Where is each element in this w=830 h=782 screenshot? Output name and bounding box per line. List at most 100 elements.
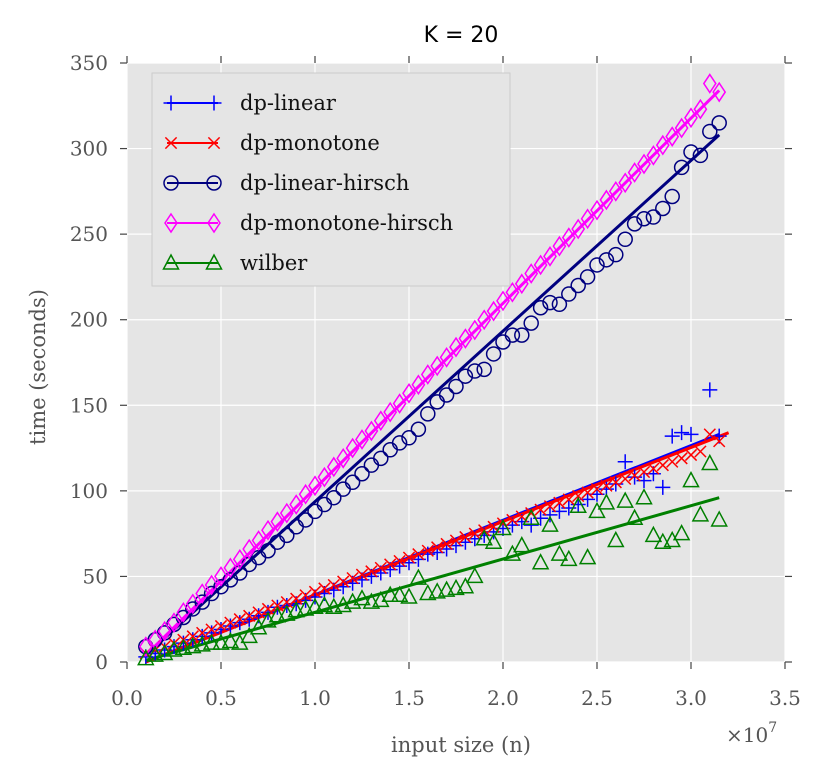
- dp-monotone-point: [337, 575, 350, 588]
- dp-linear-hirsch-point: [561, 286, 577, 302]
- dp-linear-point: [175, 635, 191, 651]
- wilber-point: [578, 548, 597, 565]
- dp-monotone-hirsch-point: [355, 429, 369, 450]
- wilber-point: [419, 583, 437, 601]
- dp-linear-point: [523, 517, 539, 533]
- dp-linear-hirsch-point: [297, 512, 314, 528]
- dp-linear-point: [655, 479, 671, 495]
- legend-label-dp-linear: dp-linear: [240, 91, 337, 115]
- dp-linear-hirsch-point: [279, 527, 295, 544]
- wilber-point: [522, 508, 540, 525]
- wilber-point: [644, 525, 663, 543]
- dp-monotone-point: [205, 623, 218, 636]
- dp-linear-hirsch-point: [448, 378, 464, 395]
- dp-monotone-hirsch-point: [665, 126, 680, 147]
- x-tick-label: 1.5: [393, 686, 425, 710]
- dp-monotone-hirsch-point: [204, 574, 219, 596]
- wilber-point: [569, 496, 587, 514]
- dp-monotone-point: [694, 445, 707, 458]
- dp-monotone-hirsch-point: [336, 447, 351, 469]
- wilber-point: [691, 505, 710, 522]
- wilber-point: [625, 508, 644, 525]
- legend-label-dp-monotone: dp-monotone: [240, 131, 380, 155]
- wilber-point: [221, 631, 240, 649]
- dp-monotone-hirsch-point: [477, 309, 492, 331]
- dp-monotone-point: [581, 486, 594, 499]
- dp-monotone-point: [684, 448, 698, 462]
- dp-monotone-hirsch-point: [148, 629, 163, 651]
- wilber-point: [306, 597, 324, 614]
- dp-monotone-point: [233, 613, 246, 626]
- dp-monotone-hirsch-point: [317, 466, 332, 488]
- dp-linear-hirsch-point: [467, 363, 483, 379]
- dp-monotone-hirsch-point: [157, 620, 172, 642]
- dp-linear-hirsch-point: [326, 489, 342, 506]
- dp-linear-hirsch-point: [420, 406, 436, 422]
- wilber-point: [701, 453, 719, 471]
- dp-linear-hirsch-point: [410, 421, 427, 437]
- dp-monotone-hirsch-point: [402, 382, 416, 404]
- wilber-point: [268, 606, 287, 623]
- wilber-point: [484, 532, 503, 549]
- dp-monotone-point: [374, 561, 387, 575]
- dp-monotone-hirsch-point: [712, 81, 727, 103]
- wilber-point: [588, 501, 606, 519]
- dp-monotone-point: [459, 530, 472, 544]
- wilber-point: [466, 566, 484, 584]
- dp-monotone-hirsch-point: [185, 593, 200, 615]
- x-multiplier-exponent: 7: [768, 720, 777, 736]
- dp-monotone-point: [384, 558, 397, 571]
- dp-monotone-hirsch-point: [242, 538, 257, 560]
- dp-monotone-point: [271, 599, 284, 612]
- dp-linear-hirsch-point: [692, 147, 709, 164]
- dp-monotone-hirsch-point: [373, 410, 388, 432]
- wilber-point: [146, 645, 164, 662]
- dp-monotone-point: [318, 582, 331, 595]
- wilber-point: [654, 532, 672, 549]
- dp-monotone-hirsch-point: [138, 636, 153, 657]
- dp-linear-point: [683, 426, 699, 442]
- wilber-point: [541, 515, 559, 532]
- axis-ticks: 0.0 0.5 1.0 1.5 2.0 2.5 3.0 3.5 0 50 100 150 200 250 3…: [70, 51, 801, 710]
- dp-linear-hirsch-point: [514, 327, 530, 343]
- dp-linear-point: [241, 611, 257, 627]
- wilber-point: [597, 493, 616, 510]
- dp-monotone-hirsch-point: [270, 511, 285, 533]
- wilber-point: [240, 626, 258, 644]
- x-multiplier: ×107: [726, 720, 777, 747]
- dp-monotone-point: [600, 479, 613, 492]
- dp-linear-hirsch-point: [617, 231, 633, 248]
- dp-linear-hirsch-point: [344, 474, 361, 491]
- dp-monotone-hirsch-point: [458, 328, 473, 349]
- legend-marker-dp-linear: [206, 95, 222, 111]
- dp-monotone-hirsch-point: [214, 566, 228, 587]
- data-markers: [137, 73, 728, 666]
- wilber-point: [184, 637, 202, 654]
- dp-linear-point: [222, 618, 238, 634]
- dp-monotone-point: [252, 606, 265, 619]
- dp-linear-hirsch-point: [702, 123, 718, 140]
- dp-linear-hirsch-fit-line: [144, 133, 721, 657]
- dp-linear-hirsch-point: [391, 435, 408, 451]
- dp-linear-hirsch-point: [645, 209, 662, 225]
- dp-monotone-point: [224, 616, 237, 629]
- dp-monotone-point: [243, 609, 256, 622]
- dp-linear-hirsch-point: [438, 387, 455, 403]
- dp-linear-hirsch-point: [485, 346, 502, 362]
- dp-monotone-hirsch-point: [505, 281, 520, 303]
- dp-linear-hirsch-point: [673, 159, 690, 176]
- legend-marker-dp-monotone: [164, 136, 178, 150]
- dp-monotone-hirsch-point: [599, 189, 614, 211]
- chart-title: K = 20: [424, 23, 499, 48]
- dp-linear-hirsch-point: [589, 257, 605, 273]
- dp-linear-hirsch-point: [711, 115, 727, 131]
- dp-monotone-hirsch-point: [345, 437, 360, 459]
- dp-linear-hirsch-point: [551, 296, 568, 313]
- dp-monotone-hirsch-point: [580, 208, 595, 230]
- dp-monotone-hirsch-point: [223, 557, 238, 579]
- dp-monotone-hirsch-point: [637, 153, 651, 175]
- dp-monotone-hirsch-point: [618, 172, 633, 194]
- y-tick-label: 0: [95, 650, 108, 674]
- dp-linear-hirsch-point: [608, 246, 624, 263]
- wilber-series: [137, 453, 728, 666]
